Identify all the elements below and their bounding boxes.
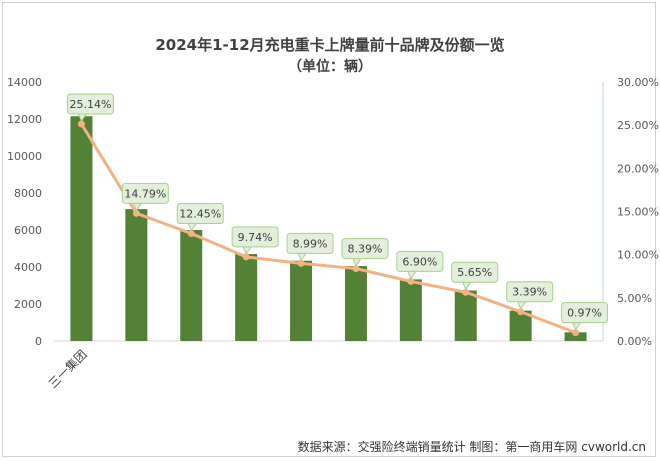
left-tick-label: 14000 — [7, 76, 42, 89]
data-label: 8.99% — [293, 237, 328, 250]
data-label: 6.90% — [402, 255, 437, 268]
data-label-pointer — [571, 322, 582, 331]
left-tick-label: 4000 — [14, 261, 42, 274]
data-label: 3.39% — [512, 286, 547, 299]
data-label-pointer — [407, 270, 417, 280]
share-point — [132, 209, 140, 217]
data-label-box — [506, 281, 554, 303]
right-tick-label: 30.00% — [617, 76, 659, 89]
chart-title: 2024年1-12月充电重卡上牌量前十品牌及份额一览 — [155, 36, 505, 54]
data-label: 8.39% — [347, 243, 382, 256]
bar — [564, 332, 587, 341]
data-label-box — [396, 250, 444, 272]
bar — [454, 290, 477, 341]
left-tick-label: 6000 — [14, 224, 42, 237]
share-point — [407, 277, 415, 285]
share-point — [297, 259, 305, 267]
share-point — [352, 265, 360, 273]
data-label-box — [341, 238, 389, 260]
chart-frame — [2, 2, 656, 457]
share-point — [242, 253, 250, 261]
bar — [70, 116, 93, 341]
right-tick-label: 15.00% — [617, 206, 659, 219]
share-point — [187, 230, 195, 238]
share-point — [517, 308, 525, 316]
data-label-box — [286, 232, 334, 254]
data-label: 14.79% — [124, 187, 166, 200]
data-label-box — [231, 226, 279, 248]
data-label-box — [561, 302, 609, 324]
chart-subtitle: （单位：辆） — [288, 59, 372, 75]
data-label-pointer — [297, 252, 308, 262]
right-tick-label: 25.00% — [617, 119, 659, 132]
data-label-pointer — [516, 301, 527, 310]
data-label-pointer — [242, 246, 253, 255]
data-label-box — [66, 93, 114, 115]
share-line — [80, 123, 577, 335]
right-tick-label: 20.00% — [617, 162, 659, 175]
left-tick-label: 10000 — [7, 150, 42, 163]
data-label: 0.97% — [567, 307, 602, 320]
bar — [125, 209, 148, 341]
left-tick-label: 12000 — [7, 113, 42, 126]
right-tick-label: 10.00% — [617, 249, 659, 262]
left-tick-label: 8000 — [14, 187, 42, 200]
bar — [399, 279, 422, 341]
data-label: 5.65% — [457, 266, 492, 279]
bar — [290, 260, 313, 341]
bar — [344, 266, 367, 341]
data-label-pointer — [352, 258, 362, 267]
right-tick-label: 0.00% — [617, 335, 652, 348]
left-tick-label: 2000 — [14, 298, 42, 311]
data-label: 25.14% — [69, 98, 111, 111]
left-tick-label: 0 — [35, 335, 42, 348]
data-label-box — [121, 182, 169, 204]
data-label-pointer — [187, 223, 198, 232]
bar — [509, 310, 532, 341]
data-label: 9.74% — [238, 231, 273, 244]
bar — [180, 230, 203, 341]
data-source: 数据来源：交强险终端销量统计 制图：第一商用车网 cvworld.cn — [297, 440, 646, 454]
data-label-box — [176, 203, 224, 225]
share-point — [572, 329, 580, 337]
right-tick-label: 5.00% — [617, 292, 652, 305]
data-label-pointer — [461, 281, 472, 291]
data-label: 12.45% — [179, 208, 221, 221]
share-point — [462, 288, 470, 296]
x-tick-label: 三一集团 — [45, 347, 90, 392]
data-label-box — [451, 261, 499, 283]
share-point — [77, 120, 85, 128]
bar — [235, 254, 258, 341]
